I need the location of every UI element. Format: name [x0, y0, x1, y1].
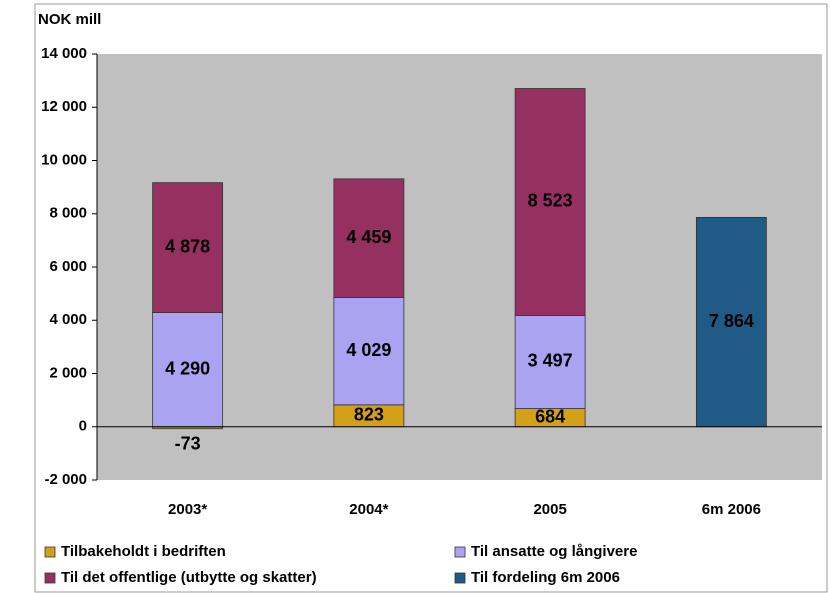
- y-tick-label: 10 000: [41, 151, 87, 168]
- data-label: 8 523: [528, 191, 573, 211]
- bar-segment: [152, 182, 224, 313]
- data-label: 4 878: [165, 236, 210, 256]
- bar-segment: [514, 88, 586, 316]
- data-label: 7 864: [709, 311, 754, 331]
- y-axis-label: NOK mill: [38, 11, 101, 28]
- legend-label: Tilbakeholdt i bedriften: [61, 543, 226, 560]
- y-tick-label: -2 000: [44, 471, 87, 488]
- legend-label: Til ansatte og långivere: [471, 543, 637, 560]
- bar-segment: [333, 297, 405, 406]
- y-tick-label: 8 000: [49, 205, 87, 222]
- legend-label: Til fordeling 6m 2006: [471, 569, 620, 586]
- legend-swatch: [454, 572, 466, 584]
- y-tick-label: 4 000: [49, 311, 87, 328]
- bar-segment: [514, 315, 586, 409]
- bar-segment: [333, 178, 405, 298]
- y-tick-label: 14 000: [41, 45, 87, 62]
- data-label: -73: [175, 433, 201, 453]
- data-label: 4 459: [346, 227, 391, 247]
- data-label: 684: [535, 406, 565, 426]
- y-tick-label: 6 000: [49, 258, 87, 275]
- data-label: 823: [354, 405, 384, 425]
- data-label: 4 290: [165, 358, 210, 378]
- bar-segment: [695, 216, 767, 428]
- legend-label: Til det offentlige (utbytte og skatter): [61, 569, 317, 586]
- y-tick-label: 0: [79, 418, 87, 435]
- x-tick-label: 2003*: [168, 501, 207, 518]
- y-tick-label: 2 000: [49, 364, 87, 381]
- legend-swatch: [44, 572, 56, 584]
- x-tick-label: 2004*: [349, 501, 388, 518]
- data-label: 3 497: [528, 351, 573, 371]
- legend-swatch: [44, 546, 56, 558]
- legend-swatch: [454, 546, 466, 558]
- x-tick-label: 2005: [533, 501, 566, 518]
- y-tick-label: 12 000: [41, 98, 87, 115]
- data-label: 4 029: [346, 340, 391, 360]
- x-tick-label: 6m 2006: [702, 501, 761, 518]
